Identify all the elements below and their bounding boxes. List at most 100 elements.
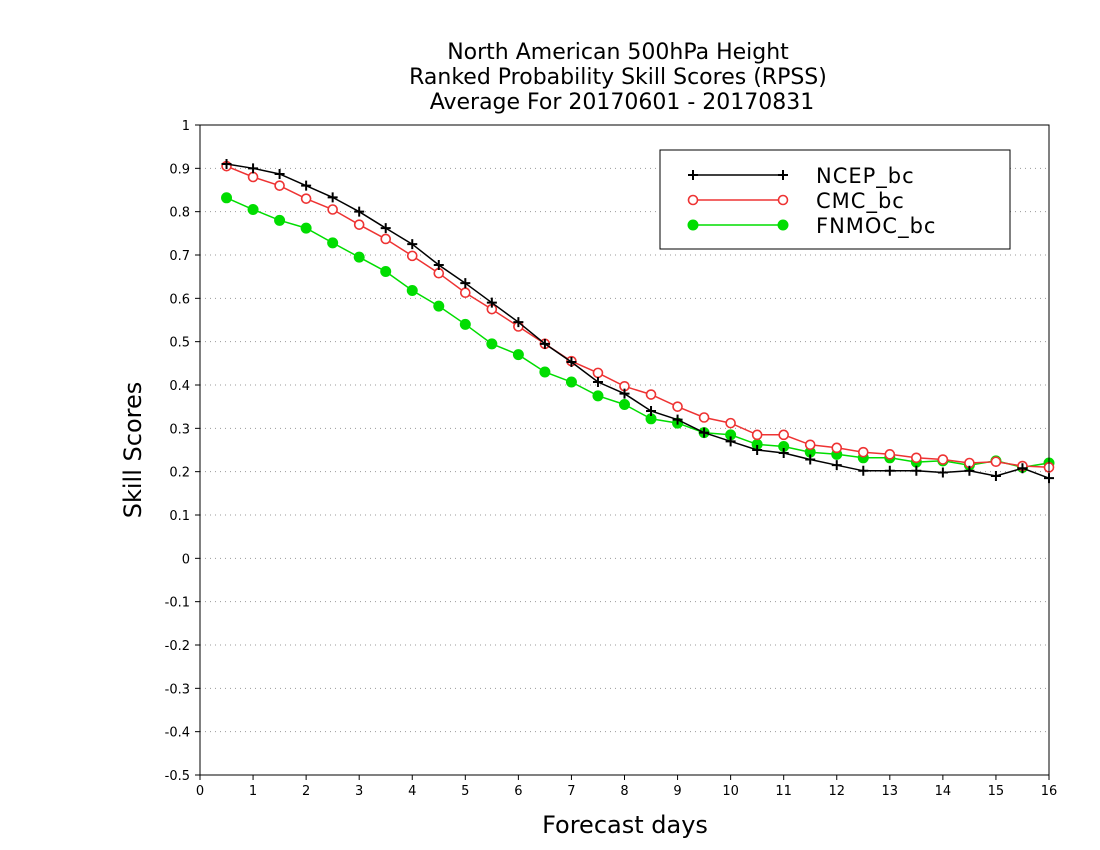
y-tick-label: 0 <box>182 552 190 567</box>
data-point-open-circle <box>687 194 699 206</box>
x-tick-label: 14 <box>935 784 952 799</box>
legend-item-CMC_bc: CMC_bc <box>687 189 905 214</box>
data-point-open-circle <box>884 449 896 460</box>
data-point-plus <box>460 278 471 289</box>
y-tick-label: -0.2 <box>165 639 190 654</box>
series-CMC_bc <box>221 160 1055 473</box>
data-point-plus <box>990 471 1001 481</box>
y-tick-label: -0.3 <box>165 682 190 697</box>
series-NCEP_bc <box>221 159 1054 484</box>
data-point-open-circle <box>778 429 789 441</box>
data-point-open-circle <box>380 233 392 245</box>
chart-title-line-3: Average For 20170601 - 20170831 <box>430 90 815 115</box>
data-point-filled-circle <box>274 214 286 226</box>
x-tick-label: 3 <box>355 784 363 799</box>
data-point-open-circle <box>327 204 338 215</box>
data-point-filled-circle <box>380 265 392 277</box>
y-tick-label: 0.2 <box>169 466 190 481</box>
data-point-plus <box>301 180 312 191</box>
x-tick-label: 1 <box>249 784 257 799</box>
data-point-filled-circle <box>565 376 577 388</box>
y-tick-label: 0.1 <box>169 509 190 524</box>
x-tick-label: 2 <box>302 784 310 799</box>
y-tick-label: 0.8 <box>169 206 190 221</box>
data-point-open-circle <box>804 439 816 451</box>
data-point-filled-circle <box>486 338 498 350</box>
legend-item-FNMOC_bc: FNMOC_bc <box>687 214 936 239</box>
data-point-open-circle <box>831 442 843 454</box>
data-point-plus <box>778 170 788 180</box>
y-axis-ticks: -0.5 -0.4 -0.3 -0.2 -0.1 0 0.1 0.2 0.3 0.4 0.5 0.6 0… <box>165 119 200 784</box>
data-point-plus <box>1017 463 1028 474</box>
data-point-open-circle <box>911 452 922 464</box>
data-point-open-circle <box>751 429 763 441</box>
data-point-plus <box>752 445 763 455</box>
data-point-open-circle <box>645 389 657 400</box>
x-tick-label: 7 <box>567 784 575 799</box>
data-point-plus <box>274 168 285 179</box>
data-point-plus <box>407 239 418 250</box>
legend-label: CMC_bc <box>816 189 905 214</box>
data-point-plus <box>911 465 922 476</box>
x-tick-label: 16 <box>1041 784 1058 799</box>
data-point-plus <box>566 357 577 368</box>
x-tick-label: 6 <box>514 784 522 799</box>
data-point-filled-circle <box>247 204 259 215</box>
x-tick-label: 5 <box>461 784 469 799</box>
data-point-filled-circle <box>619 399 630 410</box>
x-axis-ticks: 0 1 2 3 4 5 6 7 8 9 10 11 12 13 14 15 16 <box>196 775 1057 799</box>
data-point-plus <box>539 338 550 349</box>
data-point-open-circle <box>592 367 604 379</box>
x-tick-label: 13 <box>882 784 899 799</box>
data-point-open-circle <box>300 193 312 204</box>
data-point-plus <box>964 465 975 476</box>
data-point-plus <box>433 259 444 270</box>
data-point-open-circle <box>698 412 710 423</box>
chart-title-line-1: North American 500hPa Height <box>447 40 789 65</box>
legend-item-NCEP_bc: NCEP_bc <box>688 164 915 189</box>
data-point-open-circle <box>433 267 445 279</box>
data-point-open-circle <box>406 250 418 262</box>
data-point-plus <box>221 159 232 169</box>
y-tick-label: 1 <box>182 119 190 134</box>
data-point-open-circle <box>990 456 1002 468</box>
y-tick-label: 0.6 <box>169 292 190 307</box>
y-tick-label: 0.3 <box>169 422 190 437</box>
data-point-filled-circle <box>353 251 365 263</box>
y-tick-label: 0.4 <box>169 379 190 394</box>
data-point-open-circle <box>857 446 869 458</box>
data-point-open-circle <box>672 401 683 412</box>
data-point-open-circle <box>725 417 736 429</box>
data-point-plus <box>937 467 948 478</box>
data-point-filled-circle <box>592 390 604 402</box>
data-point-plus <box>354 206 365 217</box>
data-point-plus <box>619 388 630 399</box>
data-point-plus <box>858 465 869 476</box>
data-point-filled-circle <box>221 192 233 204</box>
data-point-filled-circle <box>512 349 524 361</box>
legend-label: FNMOC_bc <box>816 214 936 239</box>
legend-label: NCEP_bc <box>816 164 915 189</box>
y-tick-label: 0.7 <box>169 249 190 264</box>
data-point-plus <box>688 170 698 180</box>
data-point-plus <box>805 454 816 465</box>
data-point-filled-circle <box>406 285 418 297</box>
chart-title-line-2: Ranked Probability Skill Scores (RPSS) <box>409 65 827 90</box>
data-point-plus <box>831 460 842 471</box>
data-point-open-circle <box>937 454 949 465</box>
data-point-open-circle <box>777 194 789 206</box>
data-point-plus <box>592 376 603 387</box>
data-point-open-circle <box>247 171 259 183</box>
data-point-open-circle <box>353 219 365 230</box>
x-tick-label: 0 <box>196 784 204 799</box>
y-axis-label: Skill Scores <box>119 382 147 519</box>
x-axis-label: Forecast days <box>542 811 708 839</box>
data-point-open-circle <box>274 180 285 191</box>
data-point-filled-circle <box>327 237 339 249</box>
data-point-filled-circle <box>777 219 789 231</box>
data-point-filled-circle <box>300 222 312 234</box>
data-point-plus <box>725 436 736 447</box>
